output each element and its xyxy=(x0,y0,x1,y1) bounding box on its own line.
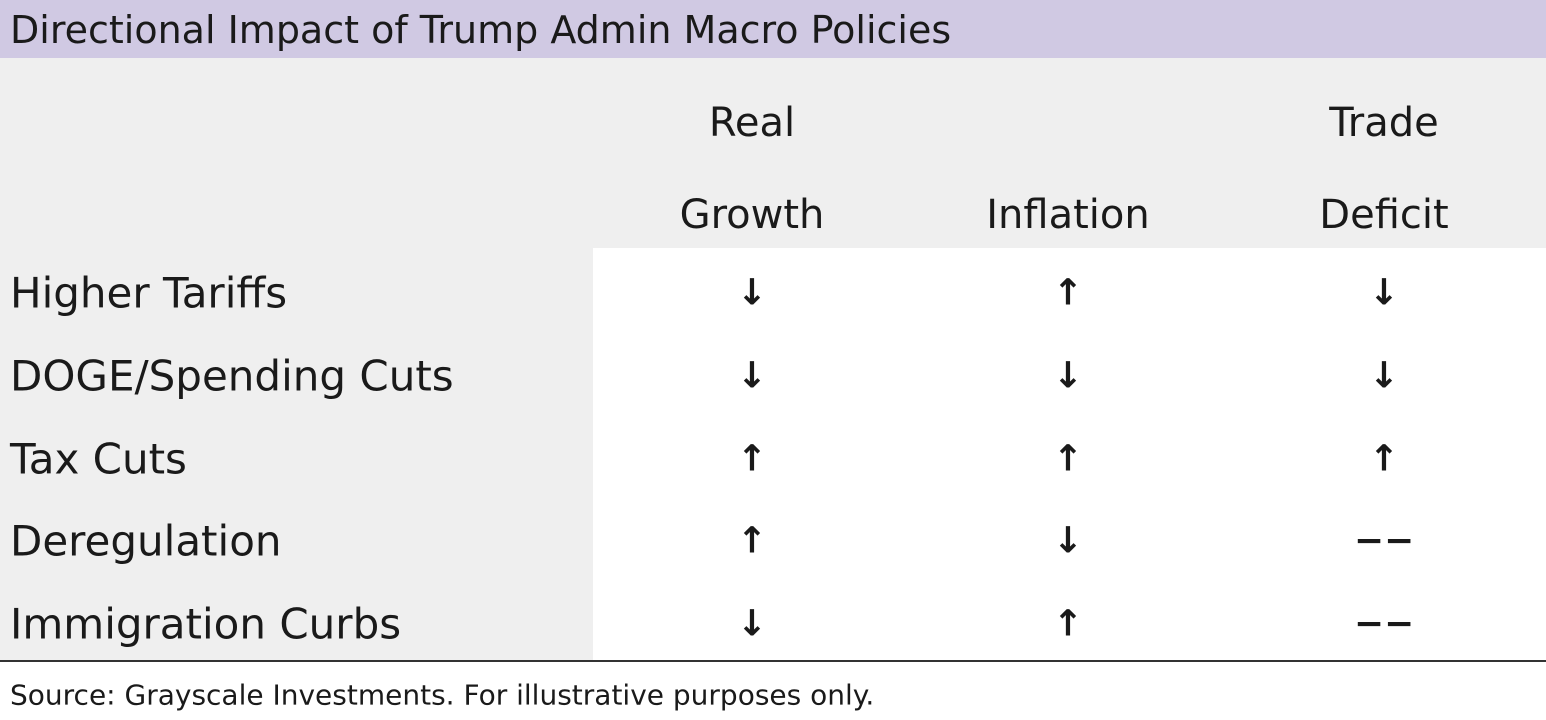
direction-cell: ↑ xyxy=(1052,438,1084,479)
bottom-rule xyxy=(0,660,1546,662)
direction-cell: ↓ xyxy=(1052,355,1084,397)
direction-cell: ↓ xyxy=(1052,520,1084,562)
label-column-background xyxy=(0,248,593,661)
title-bar xyxy=(0,0,1546,58)
direction-cell: −− xyxy=(1353,520,1415,562)
direction-cell: ↓ xyxy=(736,272,768,314)
direction-cell: ↓ xyxy=(1368,355,1400,397)
direction-cell: ↑ xyxy=(1368,438,1400,479)
direction-cell: ↑ xyxy=(736,520,768,562)
column-header: Trade xyxy=(1329,100,1439,146)
direction-cell: ↓ xyxy=(736,355,768,397)
row-label: Tax Cuts xyxy=(10,434,187,483)
title: Directional Impact of Trump Admin Macro … xyxy=(10,8,952,52)
direction-cell: ↑ xyxy=(1052,272,1084,314)
row-label: Immigration Curbs xyxy=(10,599,402,649)
header-background xyxy=(0,58,1546,248)
column-header: Growth xyxy=(679,192,825,238)
row-label: DOGE/Spending Cuts xyxy=(10,351,454,401)
direction-cell: ↑ xyxy=(736,438,768,479)
row-label: Higher Tariffs xyxy=(10,268,288,318)
column-header: Real xyxy=(708,100,796,146)
source-note: Source: Grayscale Investments. For illus… xyxy=(10,678,875,712)
row-label: Deregulation xyxy=(10,516,282,566)
direction-cell: ↑ xyxy=(1052,603,1084,645)
column-header: Deficit xyxy=(1319,192,1449,238)
column-header: Inflation xyxy=(986,192,1150,238)
direction-cell: −− xyxy=(1353,603,1415,645)
direction-cell: ↓ xyxy=(1368,272,1400,314)
direction-cell: ↓ xyxy=(736,603,768,645)
